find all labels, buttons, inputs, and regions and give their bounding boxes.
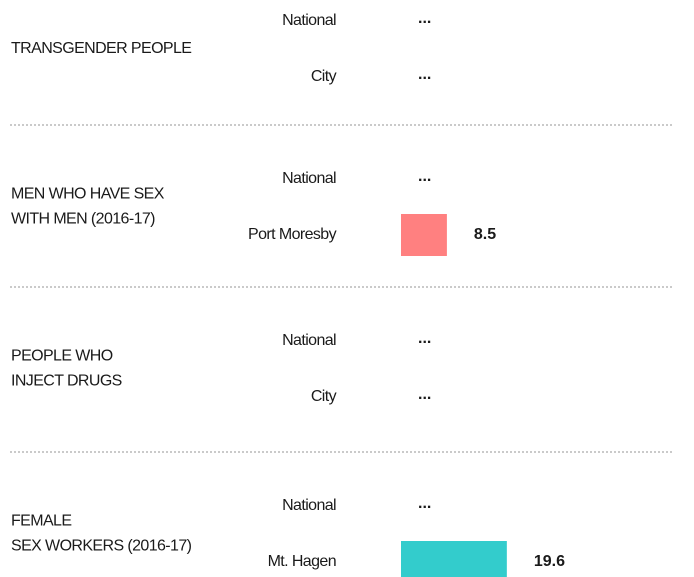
group-label: MEN WHO HAVE SEX — [11, 186, 165, 203]
category-label: City — [311, 388, 337, 405]
value-label: ... — [418, 168, 431, 185]
category-label: National — [282, 497, 336, 514]
value-label: ... — [418, 495, 431, 512]
category-label: City — [311, 68, 337, 85]
category-label: Mt. Hagen — [268, 553, 336, 570]
category-label: National — [282, 332, 336, 349]
bar — [401, 541, 507, 577]
bar — [401, 214, 447, 256]
value-label: ... — [418, 66, 431, 83]
group-label: SEX WORKERS (2016-17) — [11, 538, 192, 555]
group-label: PEOPLE WHO — [11, 348, 113, 365]
value-label: ... — [418, 330, 431, 347]
category-label: National — [282, 12, 336, 29]
group-label: WITH MEN (2016-17) — [11, 211, 155, 228]
group-label: INJECT DRUGS — [11, 373, 122, 390]
value-label: 8.5 — [474, 226, 496, 243]
group-label: TRANSGENDER PEOPLE — [11, 40, 191, 57]
value-label: ... — [418, 386, 431, 403]
group-label: FEMALE — [11, 513, 71, 530]
category-label: Port Moresby — [248, 226, 337, 243]
value-label: 19.6 — [534, 553, 565, 570]
category-label: National — [282, 170, 336, 187]
value-label: ... — [418, 10, 431, 27]
